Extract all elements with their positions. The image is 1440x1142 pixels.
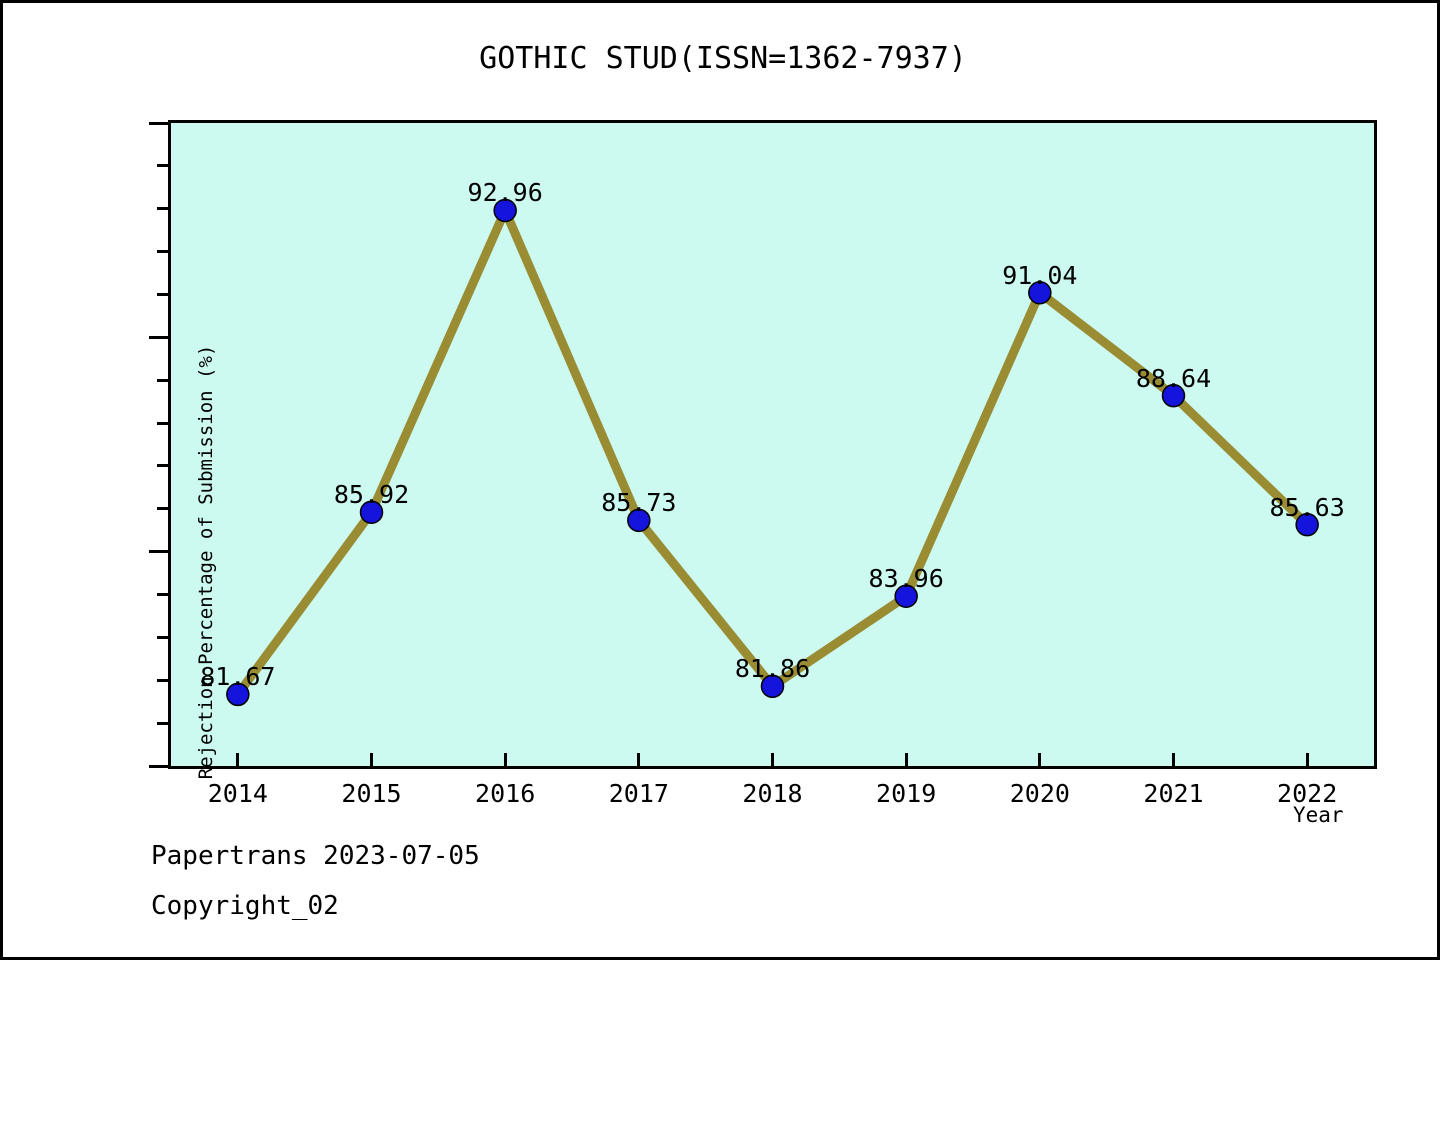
plot-area: Rejection Percentage of Submission (%) 8… bbox=[149, 120, 1377, 808]
data-point-marker bbox=[226, 682, 250, 707]
footer-papertrans: Papertrans 2023-07-05 bbox=[151, 841, 480, 871]
y-tick-minor bbox=[157, 635, 171, 639]
data-point-marker bbox=[359, 500, 384, 524]
y-tick-minor bbox=[157, 378, 171, 382]
x-tick bbox=[771, 753, 774, 769]
chart-page: GOTHIC STUD(ISSN=1362-7937) Rejection Pe… bbox=[0, 0, 1440, 960]
series-markers bbox=[226, 198, 1319, 707]
y-tick-minor bbox=[157, 292, 171, 296]
x-tick-label: 2021 bbox=[1143, 779, 1204, 808]
x-tick bbox=[370, 753, 373, 769]
y-tick-major bbox=[149, 764, 171, 768]
y-tick-major bbox=[149, 550, 171, 554]
x-tick-label: 2022 bbox=[1277, 779, 1338, 808]
data-point-marker bbox=[1295, 512, 1319, 537]
data-point-marker bbox=[760, 674, 785, 699]
y-tick-minor bbox=[157, 507, 171, 511]
x-tick bbox=[236, 753, 240, 769]
x-tick bbox=[1172, 753, 1175, 769]
x-tick-label: 2020 bbox=[1009, 779, 1070, 808]
data-point-marker bbox=[1161, 383, 1186, 408]
x-tick-label: 2015 bbox=[341, 779, 402, 808]
series-line bbox=[234, 199, 1311, 698]
y-tick-minor bbox=[157, 678, 171, 682]
data-series-plot bbox=[226, 198, 1319, 707]
y-tick-major bbox=[149, 121, 171, 125]
y-tick-minor bbox=[157, 721, 171, 725]
y-tick-minor bbox=[157, 593, 171, 597]
data-point-marker bbox=[627, 508, 651, 533]
x-tick bbox=[904, 753, 908, 769]
x-tick bbox=[637, 753, 641, 769]
data-point-marker bbox=[1028, 281, 1052, 305]
x-tick-label: 2014 bbox=[207, 779, 268, 808]
chart-title: GOTHIC STUD(ISSN=1362-7937) bbox=[479, 41, 967, 76]
x-tick-label: 2016 bbox=[475, 779, 536, 808]
x-tick bbox=[1305, 753, 1309, 769]
x-tick bbox=[503, 753, 507, 769]
y-tick-minor bbox=[157, 164, 171, 168]
y-tick-minor bbox=[157, 464, 171, 468]
footer-copyright: Copyright_02 bbox=[151, 891, 339, 921]
data-point-marker bbox=[493, 198, 517, 223]
y-tick-major bbox=[149, 335, 171, 339]
data-point-marker bbox=[894, 584, 918, 608]
x-tick-label: 2018 bbox=[742, 779, 803, 808]
x-tick-label: 2017 bbox=[608, 779, 669, 808]
y-tick-minor bbox=[157, 207, 171, 211]
x-tick bbox=[1038, 753, 1042, 769]
x-axis-label: Year bbox=[1293, 803, 1344, 827]
y-tick-minor bbox=[157, 250, 171, 254]
y-tick-minor bbox=[157, 421, 171, 425]
x-tick-label: 2019 bbox=[876, 779, 937, 808]
